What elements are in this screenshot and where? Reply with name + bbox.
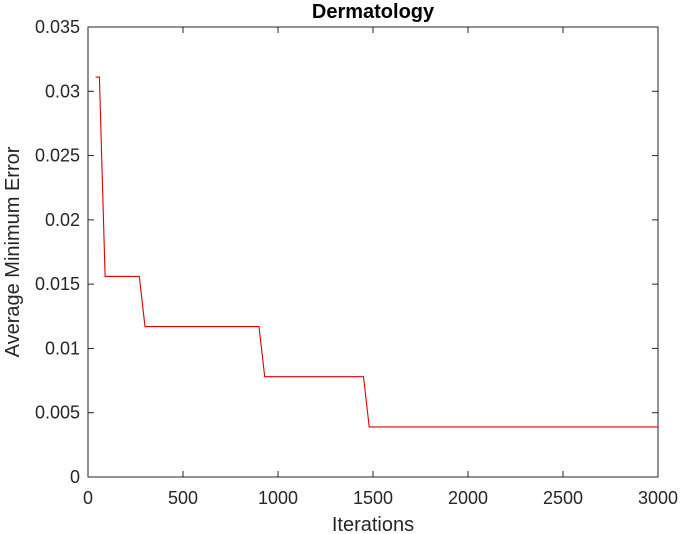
x-tick-label: 500 xyxy=(168,488,198,508)
series-layer xyxy=(95,76,658,428)
y-tick-label: 0.02 xyxy=(45,210,80,230)
y-tick-label: 0.035 xyxy=(35,17,80,37)
x-tick-label: 2000 xyxy=(448,488,488,508)
series-line xyxy=(95,76,658,428)
x-axis-label: Iterations xyxy=(332,514,414,534)
x-tick-label: 1000 xyxy=(258,488,298,508)
y-tick-label: 0.01 xyxy=(45,338,80,358)
x-tick-label: 0 xyxy=(83,488,93,508)
x-tick-label: 2500 xyxy=(543,488,583,508)
y-axis: 0 0.005 0.01 0.015 0.02 0.025 0.03 0.035 xyxy=(35,17,658,487)
y-tick-label: 0.005 xyxy=(35,403,80,423)
plot-frame xyxy=(87,26,659,478)
x-axis: 0 500 1000 1500 2000 2500 3000 xyxy=(83,27,678,508)
y-tick-label: 0.025 xyxy=(35,146,80,166)
y-axis-label: Average Minimum Error xyxy=(2,146,24,357)
y-tick-label: 0.03 xyxy=(45,81,80,101)
x-tick-label: 1500 xyxy=(353,488,393,508)
y-tick-label: 0 xyxy=(70,467,80,487)
y-tick-label: 0.015 xyxy=(35,274,80,294)
chart-title: Dermatology xyxy=(312,1,435,23)
x-tick-label: 3000 xyxy=(638,488,678,508)
